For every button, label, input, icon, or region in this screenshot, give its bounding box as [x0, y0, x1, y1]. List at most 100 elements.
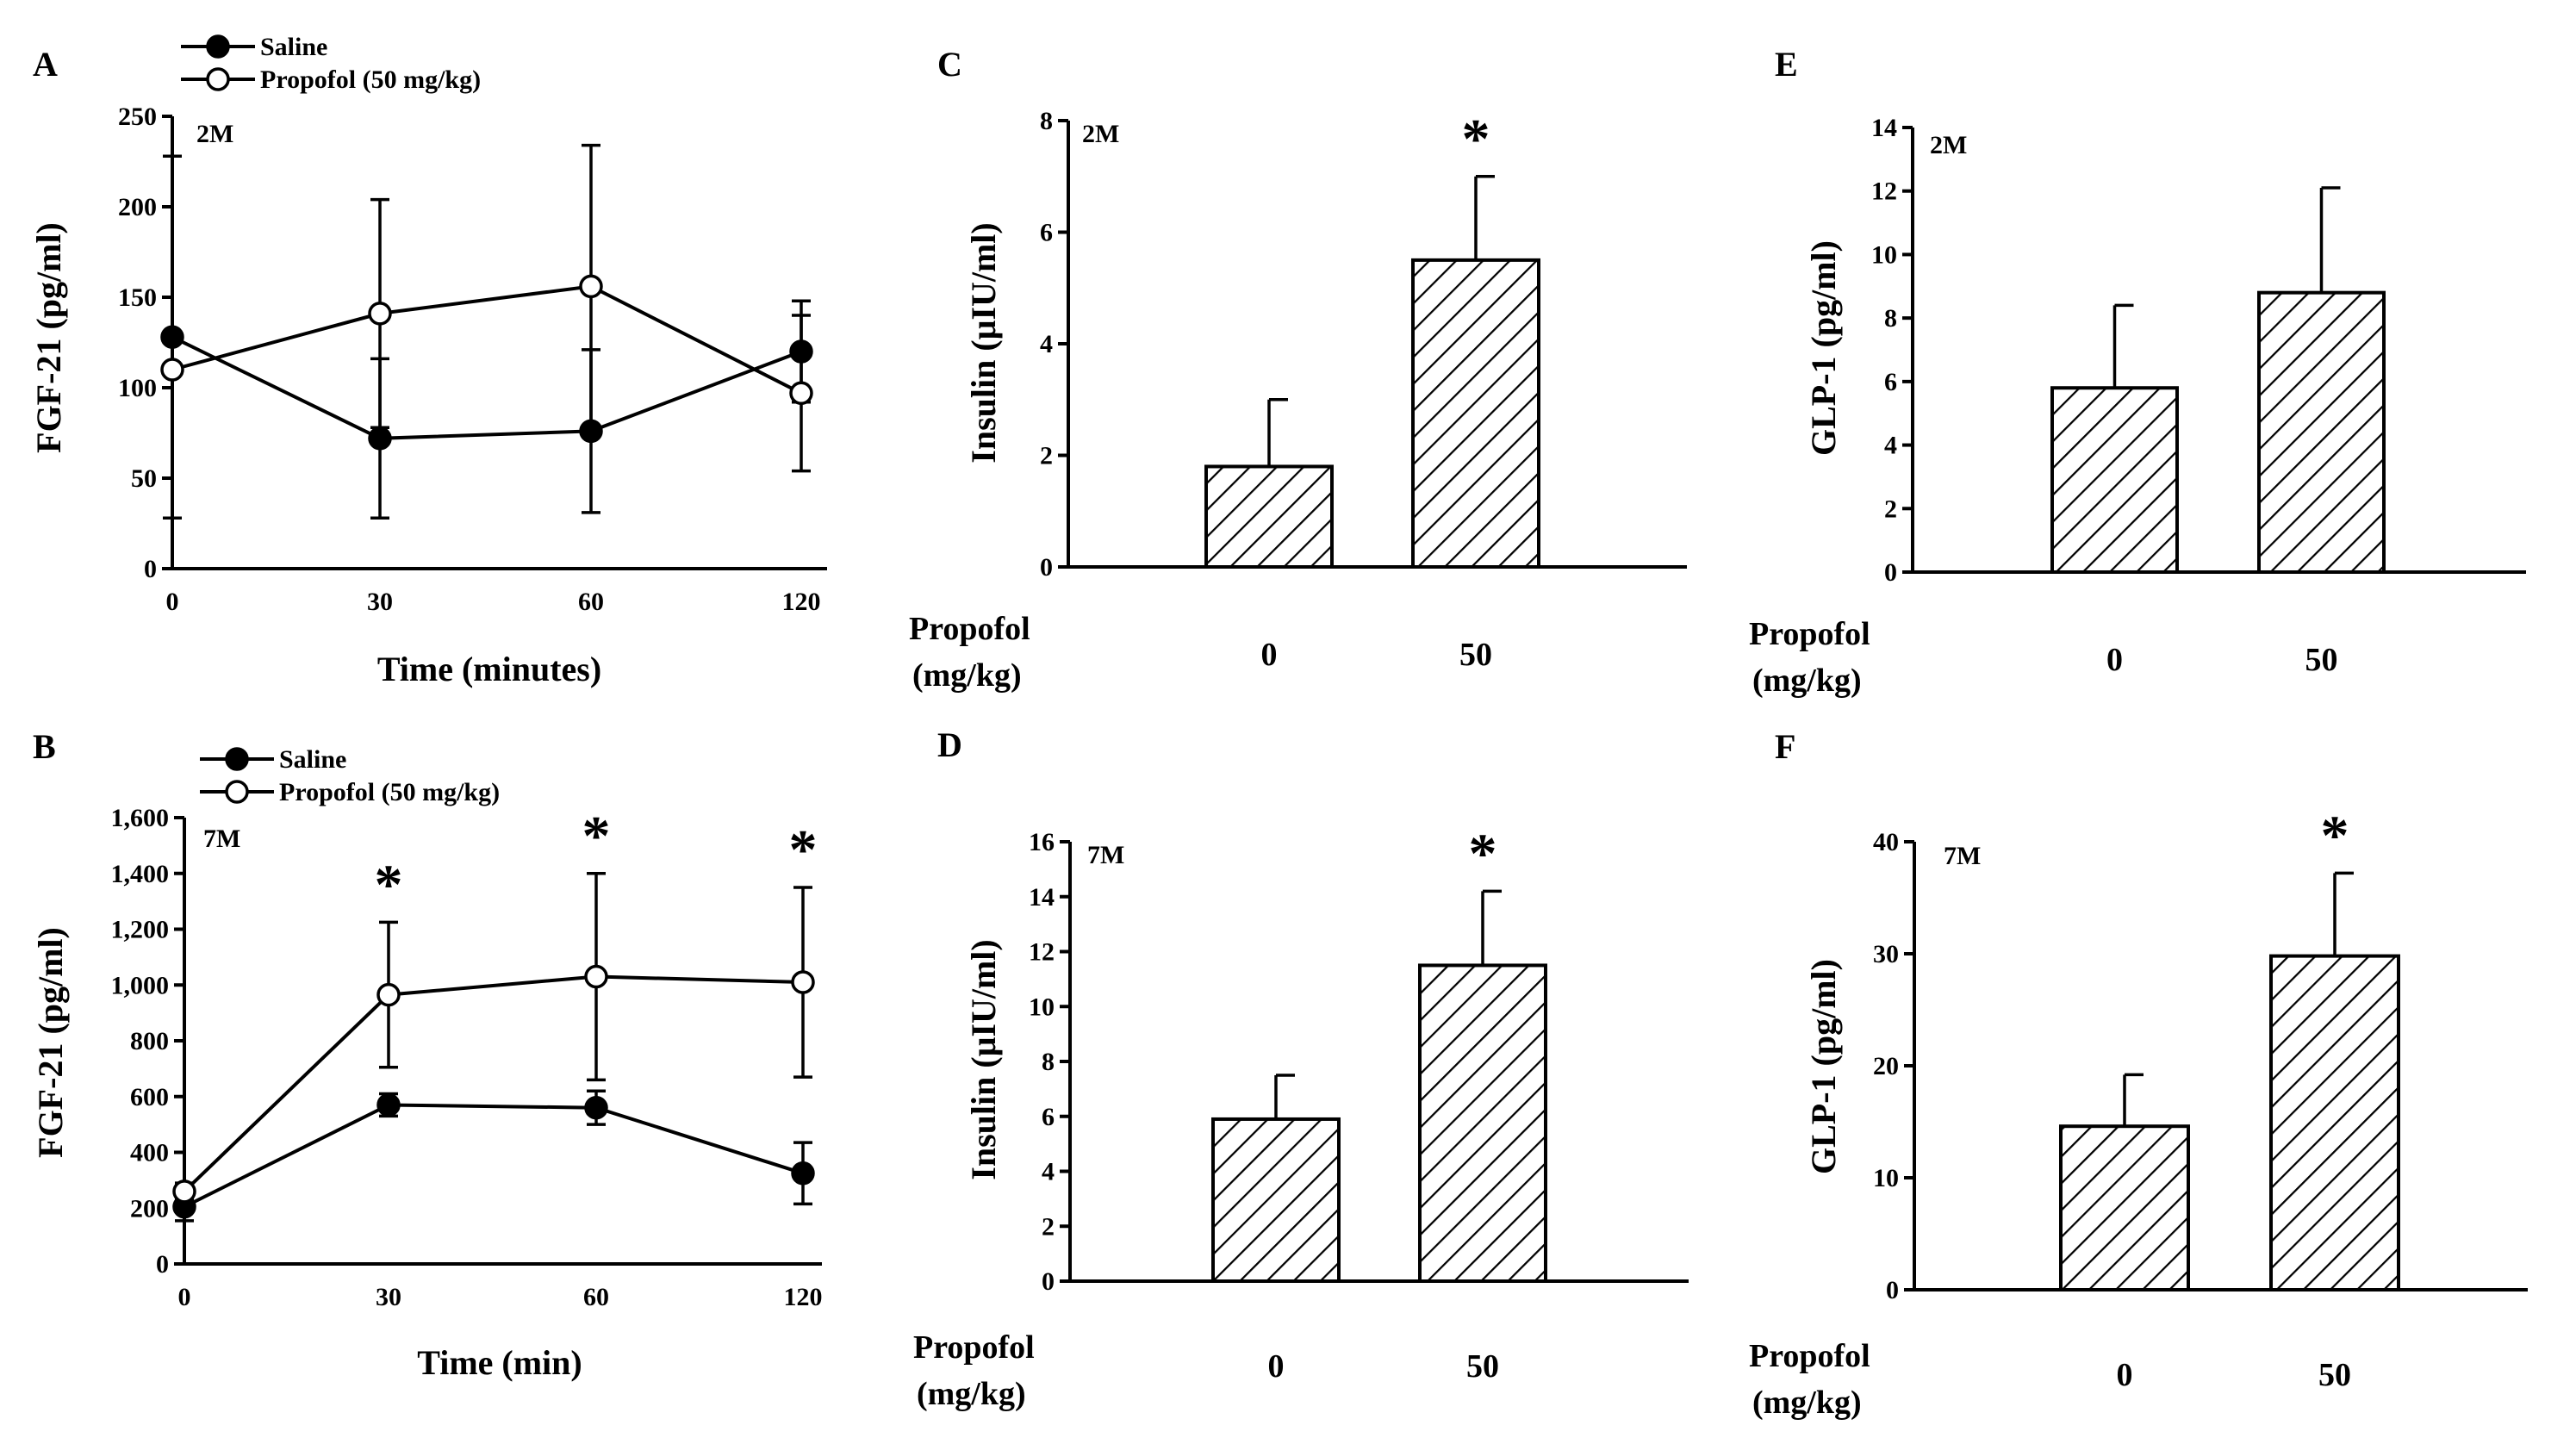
- y-tick-label: 20: [1873, 1052, 1899, 1080]
- y-axis-title: Insulin (μIU/ml): [964, 222, 1003, 463]
- bar: [1411, 258, 1540, 569]
- x-category-label: 50: [1459, 637, 1492, 673]
- legend-label: Propofol (50 mg/kg): [260, 65, 481, 94]
- legend-entry: Saline: [181, 33, 327, 61]
- data-point: [584, 1095, 608, 1120]
- y-tick-label: 14: [1029, 883, 1055, 912]
- y-tick-label: 6: [1042, 1103, 1055, 1131]
- x-tick-label: 0: [166, 588, 179, 616]
- y-tick-label: 1,000: [111, 971, 170, 999]
- x-axis-title: Time (min): [417, 1343, 582, 1382]
- x-category-label: 0: [2117, 1357, 2133, 1393]
- x-axis-title-line1: Propofol: [913, 1329, 1035, 1366]
- data-point: [789, 381, 813, 406]
- panel-label: F: [1775, 727, 1795, 766]
- y-tick-label: 0: [1884, 558, 1897, 587]
- bar: [1204, 464, 1334, 570]
- y-tick-label: 1,200: [111, 916, 170, 944]
- significance-marker: *: [1462, 108, 1490, 171]
- data-point: [368, 426, 392, 451]
- y-tick-label: 4: [1042, 1158, 1055, 1186]
- y-tick-label: 8: [1040, 107, 1053, 135]
- data-point: [160, 358, 184, 382]
- panel-D: D 7M Insulin (μIU/ml) 0 2 4 6 8 10 12 14 16 0 50 * Prop…: [913, 725, 1689, 1412]
- y-tick-label: 12: [1871, 177, 1897, 206]
- y-tick-label: 600: [130, 1083, 169, 1111]
- y-tick-label: 0: [156, 1250, 169, 1279]
- bar: [2059, 1124, 2190, 1292]
- age-label: 2M: [196, 120, 233, 148]
- y-tick-label: 50: [131, 464, 157, 493]
- y-tick-label: 2: [1042, 1212, 1055, 1241]
- panel-label: A: [33, 45, 58, 84]
- age-label: 2M: [1930, 131, 1967, 159]
- y-tick-label: 200: [118, 193, 157, 221]
- x-tick-label: 60: [578, 588, 604, 616]
- y-tick-label: 10: [1873, 1164, 1899, 1192]
- y-axis-title: FGF-21 (pg/ml): [31, 927, 70, 1158]
- data-point: [579, 274, 603, 299]
- y-tick-label: 12: [1029, 938, 1055, 967]
- data-point: [376, 982, 401, 1007]
- legend-label: Saline: [260, 33, 327, 61]
- data-point: [160, 325, 184, 349]
- y-tick-label: 0: [1040, 553, 1053, 582]
- y-tick-label: 1,600: [111, 804, 170, 832]
- series-line: [183, 974, 804, 1193]
- y-tick-label: 30: [1873, 940, 1899, 968]
- x-axis-title-line1: Propofol: [1749, 1338, 1870, 1374]
- series-propofol: [172, 872, 815, 1204]
- legend-entry: Propofol (50 mg/kg): [181, 65, 481, 94]
- data-point: [584, 964, 608, 989]
- y-tick-label: 16: [1029, 828, 1055, 856]
- legend-label: Propofol (50 mg/kg): [279, 778, 500, 806]
- x-axis-title-line1: Propofol: [909, 611, 1030, 647]
- y-axis-title: Insulin (μIU/ml): [964, 939, 1003, 1179]
- age-label: 7M: [1944, 842, 1981, 870]
- data-point: [376, 1092, 401, 1117]
- legend-label: Saline: [279, 745, 346, 774]
- y-tick-label: 8: [1042, 1048, 1055, 1076]
- panel-label: E: [1775, 45, 1798, 84]
- y-tick-label: 8: [1884, 304, 1897, 333]
- x-category-label: 50: [2305, 642, 2338, 678]
- x-tick-label: 30: [367, 588, 393, 616]
- age-label: 7M: [1087, 841, 1124, 869]
- x-tick-label: 120: [784, 1283, 823, 1311]
- x-axis-title-line2: (mg/kg): [1752, 663, 1862, 699]
- y-tick-label: 150: [118, 283, 157, 312]
- bar: [2269, 954, 2400, 1292]
- x-tick-label: 120: [782, 588, 821, 616]
- data-point: [368, 302, 392, 326]
- x-axis-title: Time (minutes): [377, 650, 601, 688]
- x-axis-title-line2: (mg/kg): [917, 1376, 1026, 1412]
- y-tick-label: 40: [1873, 828, 1899, 856]
- series-propofol: [160, 143, 813, 473]
- y-tick-label: 10: [1871, 240, 1897, 269]
- y-tick-label: 0: [1042, 1267, 1055, 1296]
- bar: [2257, 290, 2386, 574]
- y-tick-label: 400: [130, 1139, 169, 1167]
- panel-label: D: [937, 725, 962, 764]
- y-tick-label: 6: [1884, 368, 1897, 396]
- x-axis-title-line2: (mg/kg): [1752, 1385, 1862, 1421]
- legend-entry: Saline: [200, 745, 346, 774]
- y-tick-label: 14: [1871, 114, 1897, 142]
- bar: [1211, 1117, 1341, 1283]
- bar: [1418, 963, 1547, 1283]
- y-axis-title: FGF-21 (pg/ml): [29, 222, 68, 453]
- significance-marker: *: [375, 853, 403, 916]
- y-tick-label: 2: [1040, 442, 1053, 470]
- x-category-label: 50: [2318, 1357, 2351, 1393]
- y-tick-label: 0: [144, 555, 157, 583]
- legend-marker: [206, 34, 230, 59]
- x-tick-label: 30: [376, 1283, 401, 1311]
- data-point: [791, 1161, 815, 1186]
- y-tick-label: 10: [1029, 993, 1055, 1021]
- series-line: [171, 335, 802, 440]
- legend-marker: [225, 780, 249, 804]
- panel-label: C: [937, 45, 962, 84]
- x-category-label: 0: [2106, 642, 2123, 678]
